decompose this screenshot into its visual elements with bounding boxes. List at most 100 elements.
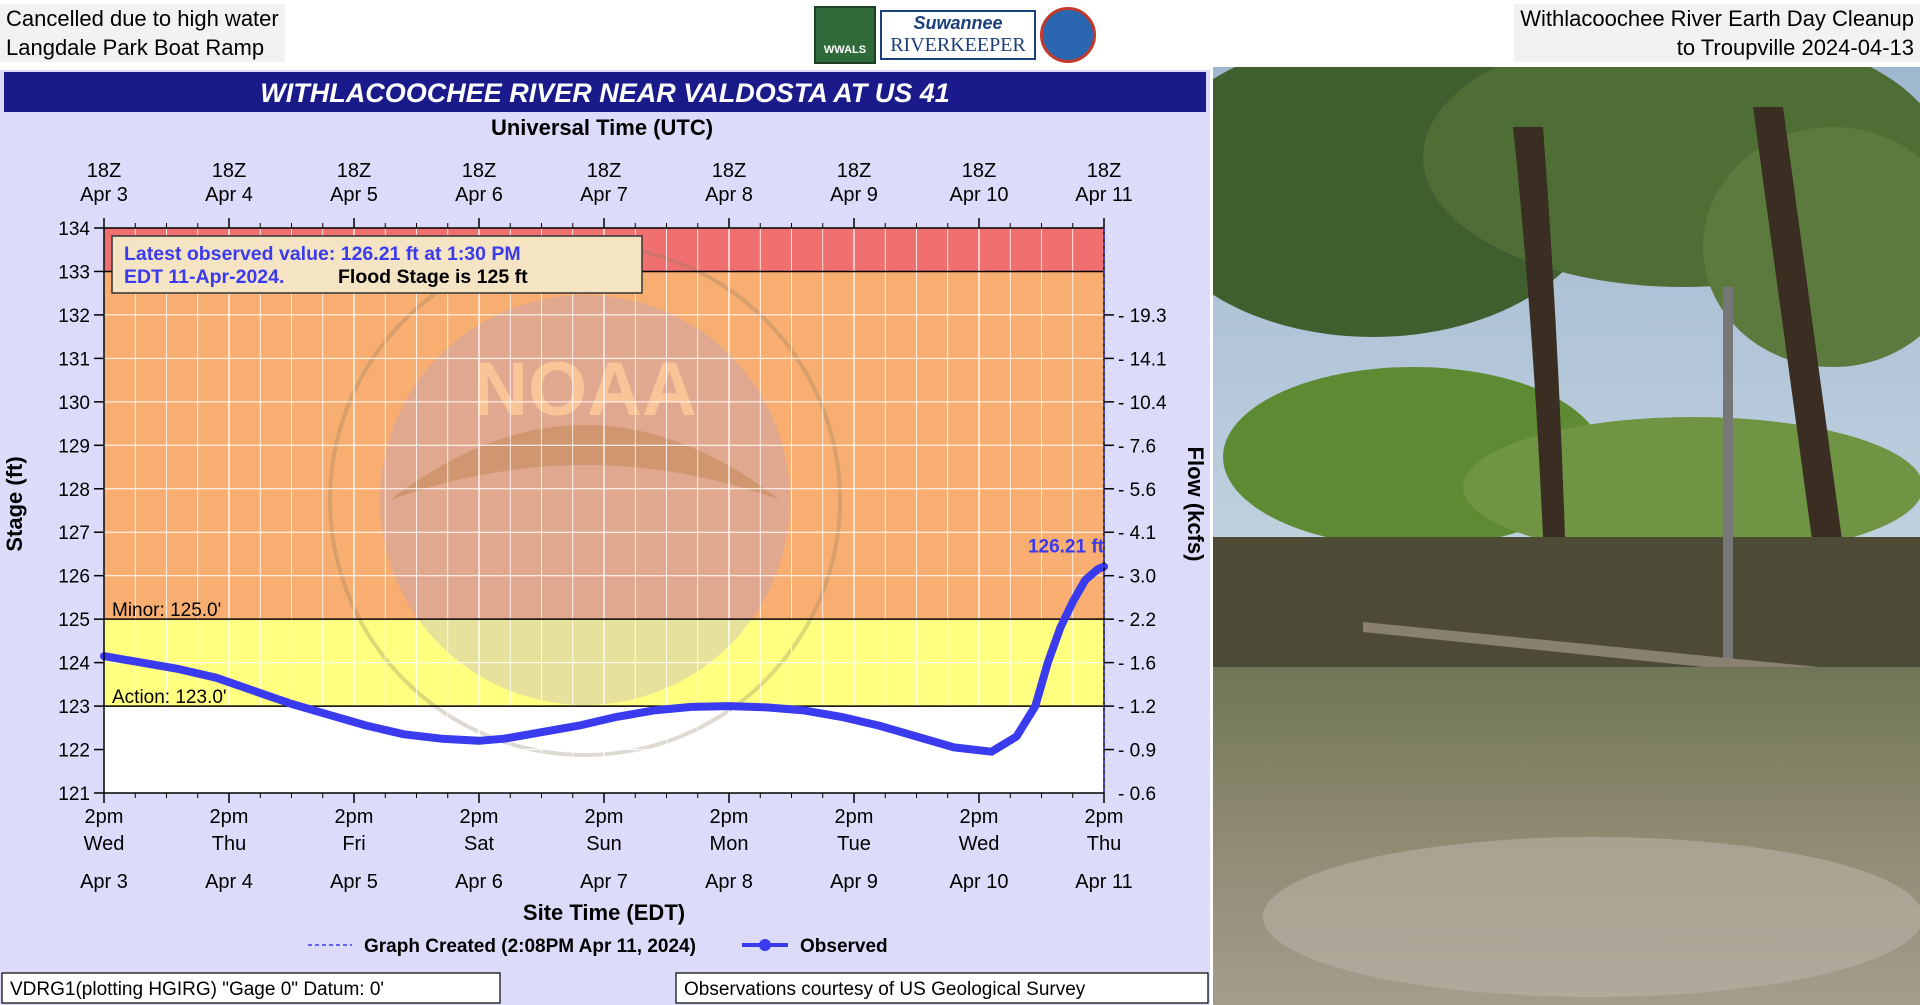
stage-tick-label: 124	[58, 654, 90, 675]
info-box-line1: Latest observed value: 126.21 ft at 1:30…	[124, 243, 521, 265]
top-tick-date: Apr 10	[950, 184, 1009, 206]
top-tick-date: Apr 4	[205, 184, 253, 206]
bottom-tick-date: Apr 4	[205, 871, 253, 893]
bottom-axis-title: Site Time (EDT)	[523, 900, 685, 925]
info-box-line2-black: Flood Stage is 125 ft	[338, 266, 528, 288]
top-tick-date: Apr 5	[330, 184, 378, 206]
top-tick-date: Apr 3	[80, 184, 128, 206]
bottom-tick-date: Apr 6	[455, 871, 503, 893]
flow-tick-label: - 7.6	[1118, 436, 1156, 457]
top-tick-date: Apr 11	[1075, 184, 1132, 206]
wwals-logo: WWALS	[814, 6, 876, 64]
watermark-disc	[380, 295, 790, 705]
top-tick-hour: 18Z	[212, 160, 246, 182]
river-seal-logo	[1040, 7, 1096, 63]
stage-tick-label: 134	[58, 219, 90, 240]
bottom-tick-day: Wed	[959, 833, 1000, 855]
flow-tick-label: - 0.9	[1118, 741, 1156, 762]
flow-axis-label: Flow (kcfs)	[1183, 447, 1208, 562]
legend-observed-label: Observed	[800, 936, 888, 957]
footer-left-box	[1, 972, 501, 1004]
top-tick-date: Apr 9	[830, 184, 878, 206]
riverkeeper-logo: Suwannee RIVERKEEPER	[880, 10, 1036, 60]
bottom-tick-time: 2pm	[585, 806, 624, 828]
bottom-tick-labels: 2pm Wed Apr 3 2pm Thu Apr 4 2pm Fri Apr 5 2pm Sat A…	[80, 793, 1133, 893]
bottom-tick-time: 2pm	[460, 806, 499, 828]
caption-right: Withlacoochee River Earth Day Cleanup to…	[1514, 4, 1920, 62]
photo-tree-canopy-right	[1703, 127, 1920, 367]
bottom-tick-date: Apr 8	[705, 871, 753, 893]
stage-tick-label: 121	[58, 784, 90, 805]
flow-tick-label: - 0.6	[1118, 784, 1156, 805]
flow-tick-label: - 14.1	[1118, 349, 1167, 370]
info-box: Latest observed value: 126.21 ft at 1:30…	[111, 235, 643, 294]
watermark-text: NOAA	[473, 347, 697, 432]
chart-title: WITHLACOOCHEE RIVER NEAR VALDOSTA AT US …	[260, 78, 950, 108]
flow-tick-label: - 5.6	[1118, 480, 1156, 501]
bottom-tick-time: 2pm	[960, 806, 999, 828]
bottom-tick-time: 2pm	[835, 806, 874, 828]
caption-left: Cancelled due to high water Langdale Par…	[0, 4, 285, 62]
bottom-tick-time: 2pm	[335, 806, 374, 828]
bottom-tick-day: Fri	[342, 833, 365, 855]
bottom-tick-day: Sun	[586, 833, 622, 855]
stage-tick-label: 128	[58, 480, 90, 501]
photo-tree-trunk	[1513, 127, 1565, 537]
flow-axis-ticks: - 0.9 - 1.2 - 1.6 - 2.2 - 3.0 - 4.1 - 5.6 - 7.6…	[1104, 306, 1167, 805]
caption-right-line1: Withlacoochee River Earth Day Cleanup	[1520, 6, 1914, 31]
caption-left-line2: Langdale Park Boat Ramp	[6, 35, 265, 60]
photo-puddle	[1263, 837, 1920, 997]
bottom-tick-day: Thu	[1087, 833, 1121, 855]
bottom-tick-time: 2pm	[1085, 806, 1124, 828]
flow-tick-label: - 1.6	[1118, 654, 1156, 675]
bottom-tick-date: Apr 3	[80, 871, 128, 893]
stage-tick-label: 126	[58, 567, 90, 588]
title-bar	[4, 72, 1206, 112]
top-tick-hour: 18Z	[837, 160, 871, 182]
info-box-line2-blue: EDT 11-Apr-2024.	[124, 266, 284, 288]
bottom-tick-date: Apr 9	[830, 871, 878, 893]
photo-tree-trunk-right	[1753, 107, 1843, 547]
top-tick-hour: 18Z	[337, 160, 371, 182]
footer-right-text: Observations courtesy of US Geological S…	[684, 979, 1086, 1000]
top-tick-hour: 18Z	[962, 160, 996, 182]
photo-lawn	[1463, 417, 1920, 557]
flow-tick-label: - 3.0	[1118, 567, 1156, 588]
flow-tick-label: - 2.2	[1118, 610, 1156, 631]
bottom-tick-date: Apr 11	[1075, 871, 1132, 893]
stage-axis-label: Stage (ft)	[2, 456, 27, 551]
top-tick-hour: 18Z	[712, 160, 746, 182]
flow-tick-label: - 19.3	[1118, 306, 1167, 327]
top-tick-date: Apr 7	[580, 184, 628, 206]
legend-observed-marker	[759, 939, 771, 951]
legend: Graph Created (2:08PM Apr 11, 2024) Obse…	[308, 936, 888, 957]
bottom-tick-day: Tue	[837, 833, 871, 855]
hydrograph-chart: WITHLACOOCHEE RIVER NEAR VALDOSTA AT US …	[0, 70, 1210, 1005]
threshold-label: Minor: 125.0'	[112, 600, 221, 621]
flooded-boat-ramp-photo	[1213, 67, 1920, 1005]
top-tick-hour: 18Z	[87, 160, 121, 182]
bottom-tick-time: 2pm	[710, 806, 749, 828]
flow-tick-label: - 1.2	[1118, 697, 1156, 718]
bottom-tick-day: Mon	[710, 833, 749, 855]
bottom-tick-day: Wed	[84, 833, 125, 855]
caption-left-line1: Cancelled due to high water	[6, 6, 279, 31]
threshold-label: Action: 123.0'	[112, 687, 227, 708]
stage-tick-label: 123	[58, 697, 90, 718]
flow-tick-label: - 10.4	[1118, 393, 1167, 414]
logo-strip: WWALS Suwannee RIVERKEEPER	[814, 4, 1096, 66]
top-tick-hour: 18Z	[1087, 160, 1121, 182]
bottom-tick-time: 2pm	[85, 806, 124, 828]
info-box-frame	[111, 235, 643, 294]
stage-tick-label: 122	[58, 741, 90, 762]
observed-series-line	[100, 562, 1108, 756]
bottom-tick-day: Sat	[464, 833, 494, 855]
top-axis-title: Universal Time (UTC)	[491, 115, 713, 140]
bottom-tick-time: 2pm	[210, 806, 249, 828]
photo-sign-post	[1723, 287, 1733, 687]
bottom-tick-date: Apr 5	[330, 871, 378, 893]
noaa-watermark: NOAA	[328, 243, 842, 757]
bottom-tick-day: Thu	[212, 833, 246, 855]
stage-tick-label: 130	[58, 393, 90, 414]
